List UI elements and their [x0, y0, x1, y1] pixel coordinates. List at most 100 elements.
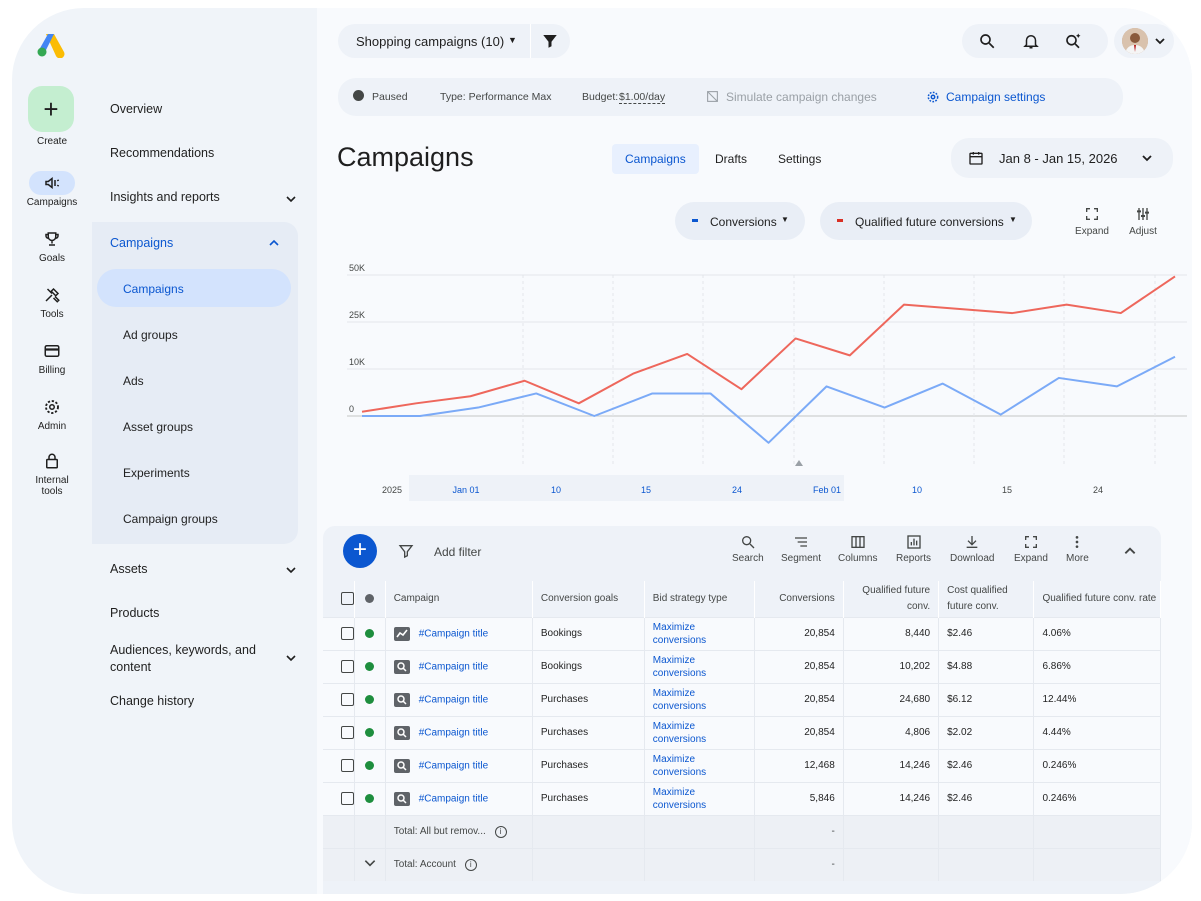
table-expand-button[interactable]: Expand — [1014, 534, 1048, 564]
table-search-button[interactable]: Search — [732, 534, 764, 564]
bid-strategy-cell[interactable]: Maximize conversions — [644, 616, 755, 650]
row-checkbox[interactable] — [340, 693, 354, 706]
column-header-qualified-rate[interactable]: Qualified future conv. rate — [1033, 581, 1161, 617]
nav-audiences[interactable]: Audiences, keywords, and content — [110, 643, 256, 674]
nav-insights-and-reports[interactable]: Insights and reports — [110, 190, 220, 204]
chart-adjust-button[interactable]: Adjust — [1123, 206, 1163, 237]
metric-selector-2[interactable]: Qualified future conversions ▼ — [820, 202, 1032, 240]
column-header-conversions[interactable]: Conversions — [754, 581, 844, 617]
campaign-selector[interactable]: Shopping campaigns (10) ▼ — [338, 24, 570, 58]
filter-icon[interactable] — [398, 543, 414, 559]
chevron-down-icon[interactable] — [363, 856, 377, 870]
campaign-name-link[interactable]: #Campaign title — [418, 628, 489, 640]
chevron-up-icon[interactable] — [1123, 544, 1137, 558]
sub-nav-ad-groups[interactable]: Ad groups — [123, 328, 178, 342]
rail-item-goals[interactable]: Goals — [12, 227, 92, 264]
add-filter-input[interactable]: Add filter — [434, 545, 482, 559]
campaign-name-link[interactable]: #Campaign title — [418, 694, 489, 706]
sub-nav-ads[interactable]: Ads — [123, 374, 144, 388]
rail-item-campaigns[interactable]: Campaigns — [12, 171, 92, 208]
campaign-cell[interactable]: #Campaign title — [385, 649, 533, 683]
row-select-cell[interactable] — [323, 649, 355, 683]
column-header-bid-strategy[interactable]: Bid strategy type — [644, 581, 755, 617]
nav-recommendations[interactable]: Recommendations — [110, 146, 215, 160]
column-header-campaign[interactable]: Campaign — [385, 581, 533, 617]
table-more-button[interactable]: More — [1066, 534, 1089, 564]
nav-products[interactable]: Products — [110, 606, 160, 620]
table-reports-button[interactable]: Reports — [896, 534, 931, 564]
row-checkbox[interactable] — [340, 726, 354, 739]
chevron-down-icon[interactable] — [285, 652, 297, 664]
campaign-name-link[interactable]: #Campaign title — [418, 661, 489, 673]
row-select-cell[interactable] — [323, 682, 355, 716]
table-row[interactable]: #Campaign title Purchases Maximize conversi… — [323, 748, 1161, 782]
budget-value[interactable]: $1.00/day — [619, 91, 666, 104]
campaign-cell[interactable]: #Campaign title — [385, 682, 533, 716]
campaign-cell[interactable]: #Campaign title — [385, 781, 533, 815]
filter-icon[interactable] — [541, 32, 559, 50]
campaign-settings-link[interactable]: Campaign settings — [946, 90, 1046, 104]
sub-nav-asset-groups[interactable]: Asset groups — [123, 420, 194, 434]
add-campaign-button[interactable]: + — [343, 534, 377, 568]
table-segment-button[interactable]: Segment — [781, 534, 821, 564]
conversions-series-line[interactable] — [362, 355, 1176, 444]
nav-change-history[interactable]: Change history — [110, 694, 195, 708]
table-columns-button[interactable]: Columns — [838, 534, 877, 564]
sub-nav-experiments[interactable]: Experiments — [123, 466, 190, 480]
campaign-cell[interactable]: #Campaign title — [385, 616, 533, 650]
tab-campaigns[interactable]: Campaigns — [612, 144, 699, 174]
chevron-up-icon[interactable] — [268, 237, 280, 249]
table-row[interactable]: #Campaign title Purchases Maximize conversi… — [323, 682, 1161, 716]
nav-assets[interactable]: Assets — [110, 562, 148, 576]
rail-item-tools[interactable]: Tools — [12, 283, 92, 320]
row-checkbox[interactable] — [340, 759, 354, 772]
account-menu[interactable] — [1114, 24, 1174, 58]
row-select-cell[interactable] — [323, 748, 355, 782]
search-icon[interactable] — [978, 32, 996, 50]
info-icon[interactable]: i — [494, 825, 507, 838]
column-header-cost-qualified[interactable]: Cost qualified future conv. — [938, 581, 1035, 617]
nav-overview[interactable]: Overview — [110, 102, 163, 116]
nav-campaigns-group[interactable]: Campaigns — [110, 236, 174, 250]
qualified-future-conversions-series-line[interactable] — [361, 275, 1176, 413]
row-select-cell[interactable] — [323, 781, 355, 815]
rail-item-internal-tools[interactable]: Internal tools — [12, 449, 92, 497]
sub-nav-campaigns[interactable]: Campaigns — [123, 282, 184, 296]
row-checkbox[interactable] — [340, 660, 354, 673]
create-button[interactable]: + — [28, 86, 74, 132]
bell-icon[interactable] — [1022, 32, 1040, 50]
campaign-cell[interactable]: #Campaign title — [385, 715, 533, 749]
campaign-name-link[interactable]: #Campaign title — [418, 760, 489, 772]
bid-strategy-cell[interactable]: Maximize conversions — [644, 715, 755, 749]
sub-nav-campaign-groups[interactable]: Campaign groups — [123, 512, 218, 526]
chart-expand-button[interactable]: Expand — [1072, 206, 1112, 237]
select-all-checkbox[interactable] — [340, 592, 354, 606]
column-header-qualified-future-conv[interactable]: Qualified future conv. — [843, 581, 940, 617]
bid-strategy-cell[interactable]: Maximize conversions — [644, 781, 755, 815]
bid-strategy-cell[interactable]: Maximize conversions — [644, 649, 755, 683]
tab-settings[interactable]: Settings — [778, 152, 822, 166]
bid-strategy-cell[interactable]: Maximize conversions — [644, 682, 755, 716]
row-select-cell[interactable] — [323, 616, 355, 650]
table-row[interactable]: #Campaign title Bookings Maximize conversio… — [323, 616, 1161, 650]
search-spark-icon[interactable] — [1064, 32, 1082, 50]
table-row[interactable]: #Campaign title Bookings Maximize conversio… — [323, 649, 1161, 683]
chevron-down-icon[interactable] — [285, 193, 297, 205]
expand-toggle-cell[interactable] — [354, 847, 386, 881]
column-header-conversion-goals[interactable]: Conversion goals — [532, 581, 645, 617]
campaign-name-link[interactable]: #Campaign title — [418, 727, 489, 739]
campaign-name-link[interactable]: #Campaign title — [418, 793, 489, 805]
bid-strategy-cell[interactable]: Maximize conversions — [644, 748, 755, 782]
campaign-cell[interactable]: #Campaign title — [385, 748, 533, 782]
rail-item-billing[interactable]: Billing — [12, 339, 92, 376]
table-download-button[interactable]: Download — [950, 534, 994, 564]
row-select-cell[interactable] — [323, 715, 355, 749]
tab-drafts[interactable]: Drafts — [715, 152, 748, 166]
table-row[interactable]: #Campaign title Purchases Maximize conversi… — [323, 715, 1161, 749]
date-range-picker[interactable]: Jan 8 - Jan 15, 2026 — [951, 138, 1173, 178]
metric-selector-1[interactable]: Conversions ▼ — [675, 202, 805, 240]
row-checkbox[interactable] — [340, 627, 354, 640]
rail-item-admin[interactable]: Admin — [12, 395, 92, 432]
info-icon[interactable]: i — [464, 858, 477, 871]
select-all-cell[interactable] — [323, 581, 355, 617]
